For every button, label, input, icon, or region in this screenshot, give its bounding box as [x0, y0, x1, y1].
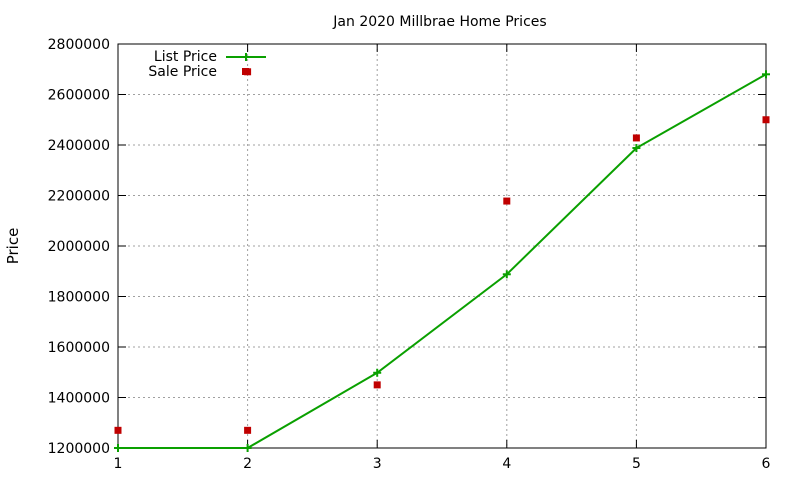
- list-price-point: [762, 70, 770, 79]
- x-tick-label: 5: [632, 456, 641, 472]
- x-tick-label: 3: [373, 456, 382, 472]
- legend-label-list-price: List Price: [154, 49, 217, 65]
- legend-label-sale-price: Sale Price: [148, 64, 217, 80]
- x-tick-label: 4: [502, 456, 511, 472]
- x-tick-label: 1: [114, 456, 123, 472]
- y-tick-label: 1800000: [48, 290, 110, 306]
- list-price-point: [632, 144, 641, 153]
- series-layer: [114, 68, 770, 452]
- y-tick-label: 2400000: [48, 138, 110, 154]
- legend-marker-sale-price: [242, 68, 249, 75]
- y-tick-label: 1400000: [48, 391, 110, 407]
- sale-price-point: [762, 116, 770, 124]
- legend: List Price Sale Price: [148, 49, 266, 80]
- chart-title: Jan 2020 Millbrae Home Prices: [332, 14, 546, 30]
- x-axis-tick-labels: 1 2 3 4 5 6: [114, 456, 771, 472]
- x-tick-label: 6: [762, 456, 771, 472]
- list-price-point: [243, 444, 252, 452]
- y-tick-label: 2800000: [48, 37, 110, 53]
- y-axis-label: Price: [4, 228, 22, 265]
- sale-price-point: [114, 426, 122, 434]
- y-tick-label: 2000000: [48, 239, 110, 255]
- sale-price-point: [373, 381, 381, 389]
- legend-plus-marker: [242, 53, 250, 61]
- sale-price-point: [503, 197, 511, 205]
- list-price-point: [373, 368, 382, 377]
- legend-marker-list-price: [242, 53, 250, 61]
- x-tick-label: 2: [243, 456, 252, 472]
- list-price-point: [114, 444, 122, 452]
- series-line-list-price: [118, 73, 767, 449]
- y-tick-label: 2200000: [48, 189, 110, 205]
- y-tick-label: 1600000: [48, 340, 110, 356]
- y-axis-tick-labels: 1200000 1400000 1600000 1800000 2000000 22000…: [48, 37, 110, 457]
- y-tick-label: 1200000: [48, 441, 110, 457]
- y-tick-label: 2600000: [48, 88, 110, 104]
- sale-price-point: [632, 134, 640, 142]
- sale-price-point: [244, 426, 252, 434]
- grid-lines: [118, 44, 766, 448]
- list-price-point: [502, 270, 511, 279]
